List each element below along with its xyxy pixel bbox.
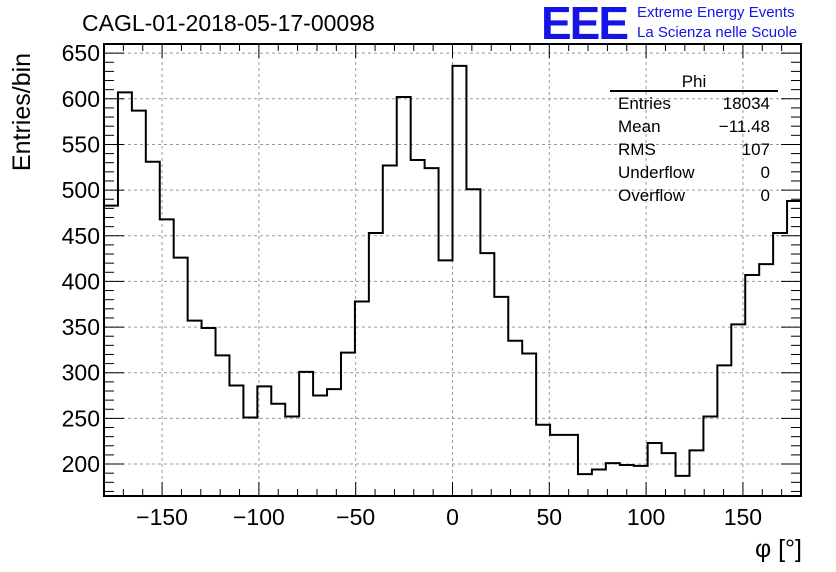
histogram-bin (564, 435, 578, 496)
histogram-bin (773, 233, 787, 496)
y-tick-label: 550 (62, 131, 100, 157)
histogram-bin (536, 425, 550, 496)
y-tick-label: 400 (62, 268, 100, 294)
histogram-bin (146, 162, 160, 496)
histogram-bin (787, 201, 801, 496)
histogram-bin (132, 111, 146, 496)
stats-label: Entries (618, 94, 671, 113)
histogram-bin (550, 435, 564, 496)
y-tick-label: 600 (62, 86, 100, 112)
histogram-bin (508, 341, 522, 496)
x-tick-label: −50 (336, 504, 375, 530)
y-tick-label: 350 (62, 314, 100, 340)
y-axis-label: Entries/bin (8, 53, 36, 171)
tick-labels: −150 −100 −50 0 50 100 150 200 250 300 350 400 450 50… (62, 40, 762, 530)
histogram-bin (745, 275, 759, 496)
stats-value: 0 (760, 163, 770, 182)
histogram-bin (341, 353, 355, 496)
histogram-bin (243, 417, 257, 496)
x-axis-label: φ [°] (755, 535, 802, 563)
stats-label: Mean (618, 117, 661, 136)
histogram-bin (717, 365, 731, 496)
stats-label: RMS (618, 140, 656, 159)
y-tick-label: 650 (62, 40, 100, 66)
axis-ticks (104, 43, 801, 496)
histogram-bin (327, 389, 341, 496)
plot-frame (103, 43, 802, 497)
histogram-bin (759, 264, 773, 496)
histogram-bin (229, 386, 243, 496)
histogram-bin (634, 466, 648, 496)
logo-line-2: La Scienza nelle Scuole (637, 24, 798, 41)
histogram-bin (689, 450, 703, 496)
histogram-bin (620, 465, 634, 496)
x-tick-label: 0 (446, 504, 459, 530)
stats-row-overflow: Overflow 0 (618, 186, 770, 208)
histogram-bin (480, 253, 494, 496)
stats-value: 18034 (722, 94, 770, 113)
histogram-bin (355, 302, 369, 496)
y-tick-label: 300 (62, 360, 100, 386)
histogram-bin (578, 474, 592, 496)
stats-row-entries: Entries 18034 (618, 94, 770, 116)
histogram-bin (216, 355, 230, 496)
histogram-bin (313, 396, 327, 496)
stats-value: 0 (760, 186, 770, 205)
histogram-bin (592, 470, 606, 496)
y-tick-label: 500 (62, 177, 100, 203)
histogram-bin (257, 386, 271, 496)
histogram-bin (174, 258, 188, 496)
histogram-bin (285, 417, 299, 496)
stats-label: Overflow (618, 186, 686, 205)
x-tick-label: −100 (233, 504, 285, 530)
chart-title: CAGL-01-2018-05-17-00098 (82, 10, 375, 36)
stats-box: Phi Entries 18034 Mean −11.48 RMS 107 Un… (610, 70, 778, 209)
histogram-bin (104, 206, 118, 496)
stats-label: Underflow (618, 163, 695, 182)
stats-row-underflow: Underflow 0 (618, 163, 770, 185)
stats-divider (610, 90, 778, 92)
histogram-bin (397, 97, 411, 496)
histogram-line (104, 64, 801, 477)
eee-logo: EEE (541, 0, 629, 49)
y-tick-label: 200 (62, 451, 100, 477)
histogram-bin (271, 404, 285, 496)
histogram-bin (453, 66, 467, 496)
histogram-bin (606, 463, 620, 496)
stats-title: Phi (681, 72, 707, 91)
histogram-bin (439, 260, 453, 496)
histogram-bin (676, 476, 690, 496)
histogram-bin (369, 233, 383, 496)
histogram-bin (299, 372, 313, 496)
histogram-bin (160, 219, 174, 496)
x-tick-label: 100 (627, 504, 665, 530)
histogram-bin (648, 443, 662, 496)
histogram-bin (494, 297, 508, 496)
stats-value: −11.48 (718, 117, 770, 136)
histogram-bin (522, 354, 536, 496)
histogram-bin (662, 453, 676, 496)
histogram-bin (383, 165, 397, 496)
histogram-bin (425, 168, 439, 496)
y-tick-label: 450 (62, 223, 100, 249)
x-tick-label: 150 (724, 504, 762, 530)
logo-line-1: Extreme Energy Events (637, 4, 795, 21)
x-tick-label: −150 (136, 504, 188, 530)
histogram-bin (411, 160, 425, 496)
stats-row-mean: Mean −11.48 (618, 117, 770, 139)
y-tick-label: 250 (62, 405, 100, 431)
histogram-bin (731, 324, 745, 496)
histogram-bin (202, 328, 216, 496)
histogram-bin (188, 321, 202, 496)
stats-value: 107 (741, 140, 770, 159)
x-tick-label: 50 (537, 504, 563, 530)
histogram-bin (703, 417, 717, 496)
histogram-bin (466, 189, 480, 496)
histogram-bin (118, 92, 132, 496)
stats-row-rms: RMS 107 (618, 140, 770, 162)
